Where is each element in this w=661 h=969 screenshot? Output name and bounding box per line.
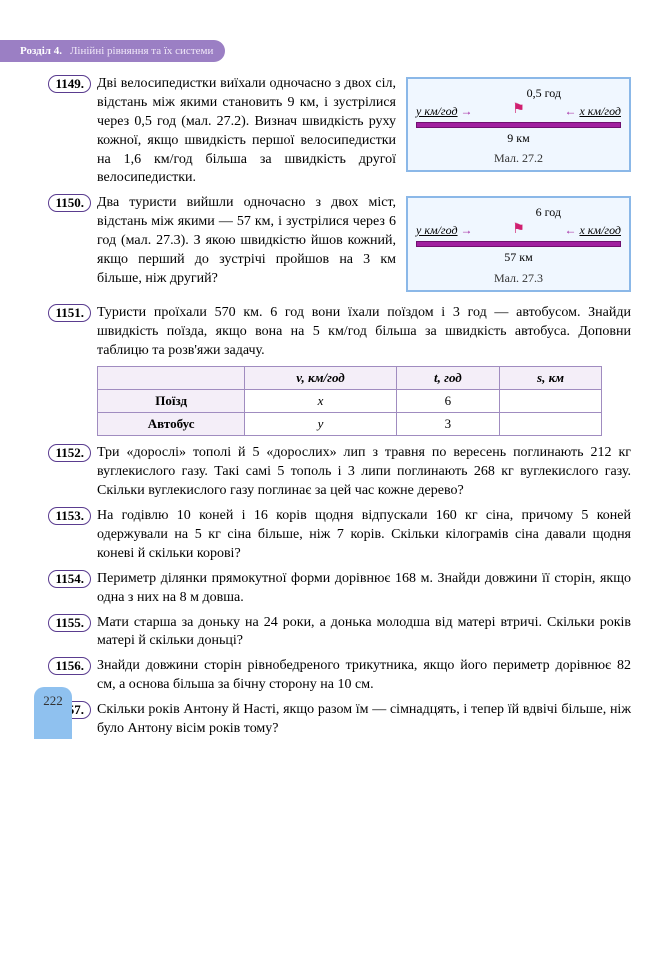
table-row: Автобус y 3	[98, 413, 602, 436]
problem-body: Туристи проїхали 570 км. 6 год вони їхал…	[97, 305, 631, 358]
problem-1157: 1157. Скільки років Антону й Насті, якщо…	[45, 701, 631, 739]
problem-text: Туристи проїхали 570 км. 6 год вони їхал…	[97, 304, 631, 361]
diagram-distance: 57 км	[416, 249, 621, 265]
problem-number: 1152.	[45, 444, 97, 462]
problem-number: 1155.	[45, 614, 97, 632]
table-cell	[500, 413, 602, 436]
problem-1155: 1155. Мати старша за доньку на 24 роки, …	[45, 614, 631, 652]
section-number: Розділ 4.	[20, 45, 62, 57]
diagram-left-speed: y км/год	[416, 104, 458, 118]
table-cell: 6	[396, 390, 499, 413]
problem-text: 0,5 год y км/год ⚑ x км/год 9 км Мал. 27…	[97, 75, 631, 188]
diagram-caption: Мал. 27.3	[416, 270, 621, 286]
problem-body: Два туристи вийшли одночасно з двох міст…	[97, 195, 396, 286]
table-cell	[500, 390, 602, 413]
diagram-speed-row: y км/год ⚑ x км/год	[416, 221, 621, 240]
diagram-right-speed: x км/год	[579, 104, 621, 118]
arrow-right-icon	[461, 223, 473, 237]
table-cell: x	[245, 390, 396, 413]
diagram-27-3: 6 год y км/год ⚑ x км/год 57 км Мал. 27.…	[406, 196, 631, 291]
problem-1153: 1153. На годівлю 10 коней і 16 корів щод…	[45, 507, 631, 564]
table-rowhead: Автобус	[98, 413, 245, 436]
speed-table: v, км/год t, год s, км Поїзд x 6 Автобус…	[97, 366, 602, 436]
table-header-cell: s, км	[500, 367, 602, 390]
flag-icon: ⚑	[512, 101, 525, 120]
diagram-caption: Мал. 27.2	[416, 150, 621, 166]
flag-icon: ⚑	[512, 221, 525, 240]
problem-number: 1150.	[45, 194, 97, 212]
page-number: 222	[34, 687, 72, 739]
table-cell: y	[245, 413, 396, 436]
problem-body: Скільки років Антону й Насті, якщо разом…	[97, 701, 631, 739]
problem-number: 1151.	[45, 304, 97, 322]
diagram-time-label: 0,5 год	[416, 85, 621, 101]
problem-number: 1149.	[45, 75, 97, 93]
section-header: Розділ 4. Лінійні рівняння та їх системи	[0, 40, 225, 62]
problem-body: Три «дорослі» тополі й 5 «дорослих» лип …	[97, 444, 631, 501]
table-cell: 3	[396, 413, 499, 436]
arrow-right-icon	[461, 104, 473, 118]
problem-body: Периметр ділянки прямокутної форми дорів…	[97, 570, 631, 608]
problem-1149: 1149. 0,5 год y км/год ⚑ x км/год 9 км М…	[45, 75, 631, 188]
problem-1150: 1150. 6 год y км/год ⚑ x км/год 57 км Ма…	[45, 194, 631, 297]
table-rowhead: Поїзд	[98, 390, 245, 413]
problem-1151: 1151. Туристи проїхали 570 км. 6 год вон…	[45, 304, 631, 361]
diagram-left-speed: y км/год	[416, 223, 458, 237]
problem-text: 6 год y км/год ⚑ x км/год 57 км Мал. 27.…	[97, 194, 631, 297]
page-content: 1149. 0,5 год y км/год ⚑ x км/год 9 км М…	[45, 75, 631, 739]
table-row: Поїзд x 6	[98, 390, 602, 413]
problem-1156: 1156. Знайди довжини сторін рівнобедрено…	[45, 657, 631, 695]
problem-number: 1153.	[45, 507, 97, 525]
table-header-cell	[98, 367, 245, 390]
problem-1152: 1152. Три «дорослі» тополі й 5 «дорослих…	[45, 444, 631, 501]
diagram-distance: 9 км	[416, 130, 621, 146]
arrow-left-icon	[564, 104, 576, 118]
problem-body: Знайди довжини сторін рівнобедреного три…	[97, 657, 631, 695]
diagram-speed-row: y км/год ⚑ x км/год	[416, 101, 621, 120]
problem-number: 1154.	[45, 570, 97, 588]
diagram-line	[416, 122, 621, 128]
problem-body: Дві велосипедистки виїхали одночасно з д…	[97, 76, 396, 185]
table-header-cell: v, км/год	[245, 367, 396, 390]
diagram-time-label: 6 год	[416, 204, 621, 220]
problem-number: 1156.	[45, 657, 97, 675]
diagram-27-2: 0,5 год y км/год ⚑ x км/год 9 км Мал. 27…	[406, 77, 631, 172]
section-title: Лінійні рівняння та їх системи	[70, 45, 213, 57]
problem-1154: 1154. Периметр ділянки прямокутної форми…	[45, 570, 631, 608]
table-header-row: v, км/год t, год s, км	[98, 367, 602, 390]
arrow-left-icon	[564, 223, 576, 237]
diagram-right-speed: x км/год	[579, 223, 621, 237]
table-header-cell: t, год	[396, 367, 499, 390]
diagram-line	[416, 241, 621, 247]
problem-body: Мати старша за доньку на 24 роки, а донь…	[97, 614, 631, 652]
problem-body: На годівлю 10 коней і 16 корів щодня від…	[97, 507, 631, 564]
